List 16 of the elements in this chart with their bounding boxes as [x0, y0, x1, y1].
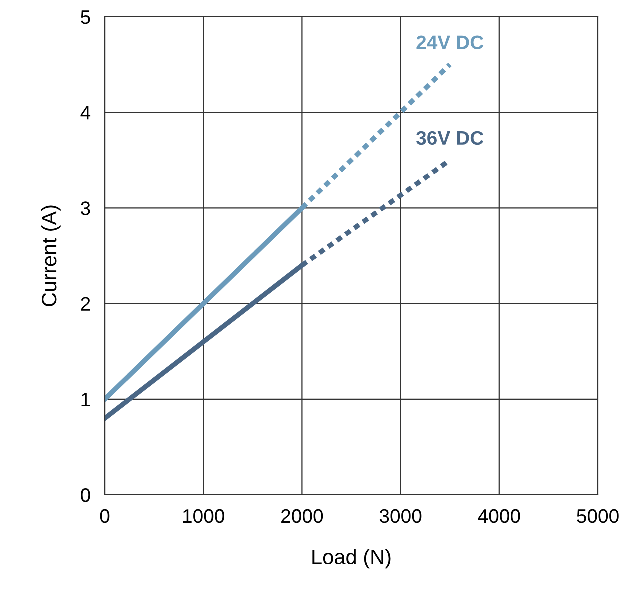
- text: 24V DC: [416, 36, 484, 50]
- x-tick-label: 5000: [577, 509, 619, 524]
- x-tick-label: 2000: [282, 509, 324, 524]
- y-axis-title: Current (A): [41, 206, 61, 306]
- y-tick-label: 4: [80, 106, 91, 120]
- y-tick-label: 3: [81, 202, 90, 216]
- y-tick-label: 0: [81, 488, 90, 502]
- x-tick-label: 4000: [478, 509, 520, 524]
- x-tick-label: 3000: [380, 509, 422, 524]
- y-tick-label: 2: [81, 297, 90, 311]
- x-axis-title: Load (N): [312, 549, 391, 569]
- x-tick-label: 0: [100, 509, 110, 524]
- text: 36V DC: [416, 131, 484, 146]
- x-tick-label: 1000: [183, 509, 224, 524]
- y-tick-label: 5: [81, 10, 90, 24]
- y-tick-label: 1: [82, 393, 90, 406]
